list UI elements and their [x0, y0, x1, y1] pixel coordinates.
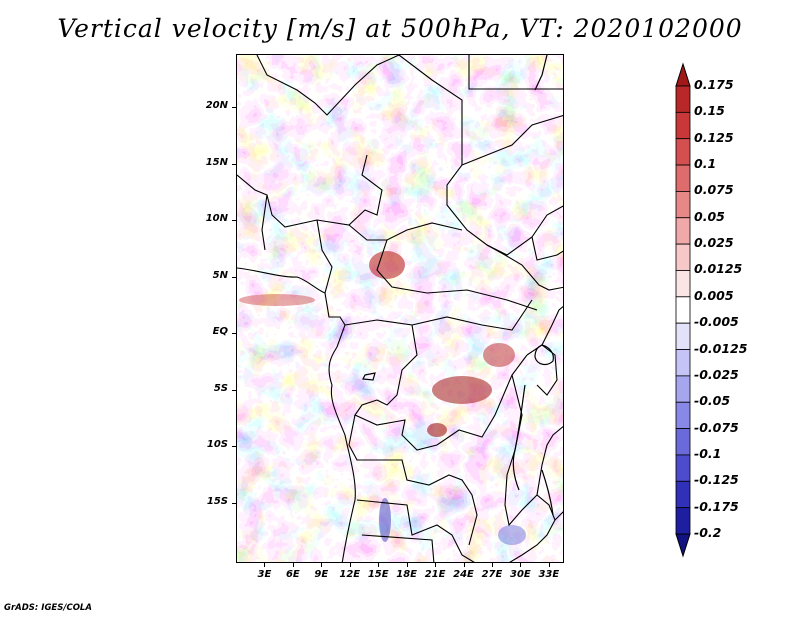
colorbar	[675, 62, 691, 558]
lon-tick-9E	[321, 563, 323, 567]
colorbar-segment	[675, 164, 691, 192]
colorbar-label: 0.005	[694, 287, 734, 303]
lat-tick-10S	[232, 446, 236, 448]
colorbar-label: -0.0125	[694, 340, 748, 356]
colorbar-segment	[675, 85, 691, 113]
lon-tick-30E	[520, 563, 522, 567]
lon-tick-33E	[548, 563, 550, 567]
chart-title: Vertical velocity [m/s] at 500hPa, VT: 2…	[57, 14, 743, 43]
lon-label: 27E	[481, 569, 503, 580]
lon-label: 15E	[367, 569, 389, 580]
colorbar-segment	[675, 375, 691, 403]
colorbar-label: 0.1	[694, 156, 717, 172]
colorbar-segment	[675, 243, 691, 271]
colorbar-segment	[675, 507, 691, 535]
lon-tick-18E	[406, 563, 408, 567]
strong-descent-cells	[379, 498, 526, 545]
lon-label: 30E	[510, 569, 531, 580]
lon-tick-12E	[349, 563, 351, 567]
colorbar-label: 0.0125	[694, 261, 743, 277]
colorbar-segment	[675, 401, 691, 429]
lon-tick-27E	[491, 563, 493, 567]
colorbar-segment	[675, 217, 691, 245]
lon-label: 21E	[424, 569, 446, 580]
lat-label: 5S	[213, 382, 228, 394]
lat-label: 10S	[206, 439, 228, 451]
colorbar-label: -0.075	[694, 419, 739, 435]
lon-tick-15E	[378, 563, 380, 567]
strong-ascent-cells	[239, 251, 515, 437]
lon-tick-21E	[435, 563, 437, 567]
colorbar-segment	[675, 428, 691, 456]
lon-label: 18E	[396, 569, 417, 580]
lon-label: 3E	[257, 569, 272, 580]
colorbar-segment	[675, 62, 691, 87]
lakes	[362, 55, 554, 516]
colorbar-segment	[675, 533, 691, 558]
colorbar-segment	[675, 270, 691, 298]
lat-tick-10N	[232, 220, 236, 222]
colorbar-label: -0.2	[694, 525, 722, 540]
lat-tick-5S	[232, 389, 236, 391]
lat-label: 20N	[205, 100, 228, 112]
colorbar-label: -0.05	[694, 393, 731, 409]
colorbar-segment	[675, 349, 691, 377]
lat-label: 5N	[212, 269, 228, 281]
lon-tick-24E	[463, 563, 465, 567]
colorbar-segment	[675, 138, 691, 166]
lat-label: 10N	[205, 213, 228, 225]
lon-label: 33E	[538, 569, 560, 580]
colorbar-label: -0.005	[694, 314, 739, 330]
colorbar-segment	[675, 191, 691, 219]
colorbar-segment	[675, 111, 691, 140]
colorbar-label: -0.1	[694, 445, 722, 461]
lat-tick-EQ	[232, 333, 236, 335]
lon-tick-3E	[264, 563, 266, 567]
colorbar-label: -0.125	[694, 472, 739, 488]
lat-tick-15S	[232, 503, 236, 505]
coastlines-and-borders	[237, 55, 563, 562]
lon-tick-6E	[292, 563, 294, 567]
lat-label: EQ	[212, 326, 228, 338]
colorbar-label: 0.175	[694, 77, 734, 92]
lon-label: 24E	[453, 569, 474, 580]
grads-credit: GrADS: IGES/COLA	[4, 603, 92, 613]
map-plot-area	[236, 54, 564, 563]
colorbar-label: 0.075	[694, 182, 734, 198]
colorbar-label: 0.025	[694, 235, 734, 251]
lat-label: 15N	[205, 156, 228, 168]
lat-tick-20N	[232, 107, 236, 109]
lat-tick-5N	[232, 276, 236, 278]
velocity-field	[237, 55, 563, 562]
colorbar-label: 0.15	[694, 103, 725, 119]
colorbar-segment	[675, 480, 691, 509]
vertical-velocity-map	[237, 55, 563, 562]
lon-label: 6E	[285, 569, 300, 580]
lat-tick-15N	[232, 163, 236, 165]
colorbar-label: 0.05	[694, 208, 725, 224]
colorbar-label: -0.175	[694, 498, 739, 514]
colorbar-segment	[675, 296, 691, 324]
colorbar-segment	[675, 322, 691, 350]
colorbar-segment	[675, 454, 691, 482]
colorbar-label: 0.125	[694, 129, 734, 145]
lon-label: 12E	[339, 569, 361, 580]
lon-label: 9E	[314, 569, 329, 580]
colorbar-label: -0.025	[694, 366, 739, 382]
lat-label: 15S	[206, 496, 228, 508]
